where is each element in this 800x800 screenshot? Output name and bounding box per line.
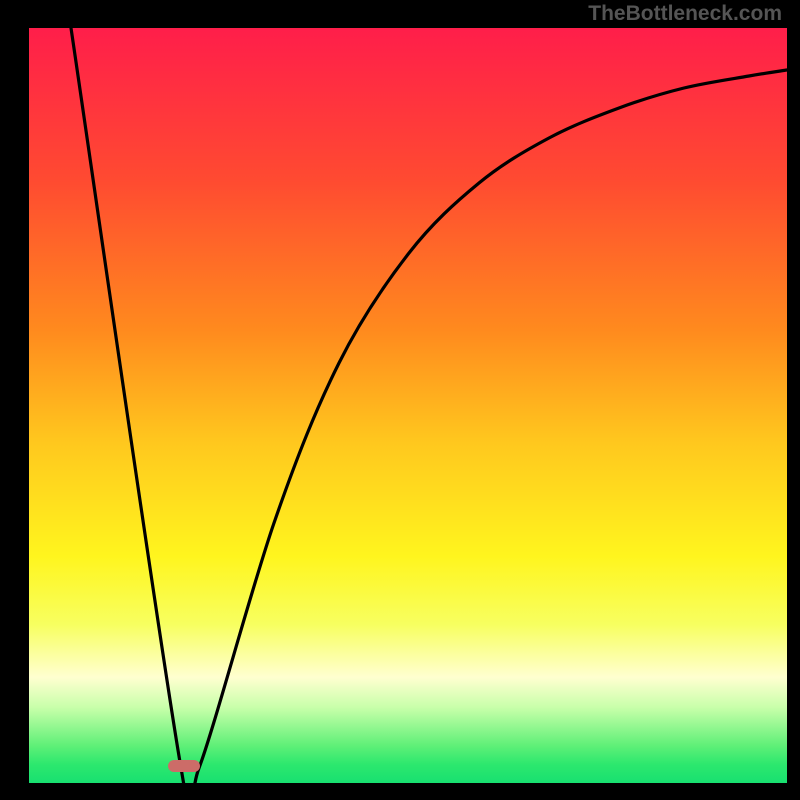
bottleneck-curve bbox=[29, 28, 787, 783]
plot-area bbox=[29, 28, 787, 783]
attribution-text: TheBottleneck.com bbox=[588, 2, 782, 26]
optimal-marker bbox=[168, 760, 200, 772]
